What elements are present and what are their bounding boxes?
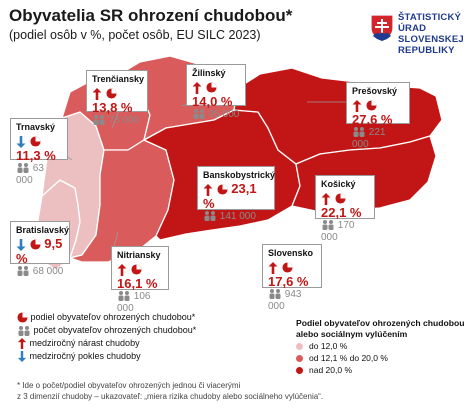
people-icon bbox=[353, 127, 365, 138]
region-count: 63 000 bbox=[16, 163, 44, 186]
region-count: 78 000 bbox=[108, 115, 140, 126]
region-box-trnava: Trnavský 11,3 % 63 000 bbox=[10, 118, 68, 186]
region-name: Košický bbox=[321, 179, 356, 189]
pie-icon bbox=[366, 100, 377, 111]
region-count: 141 000 bbox=[219, 211, 256, 222]
region-box-trencin: Trenčiansky 13,8 % 78 000 bbox=[86, 70, 148, 126]
region-pct: 14,0 % bbox=[192, 94, 233, 109]
region-count: 68 000 bbox=[32, 266, 64, 277]
region-name: Prešovský bbox=[352, 86, 398, 96]
legend-item: medziročný nárast chudoby bbox=[17, 337, 196, 350]
pie-icon bbox=[335, 193, 346, 204]
footnote: * Ide o počet/podiel obyvateľov ohrozený… bbox=[17, 380, 323, 402]
legend-item: medziročný pokles chudoby bbox=[17, 350, 196, 363]
region-box-bbystrica: Banskobystrický 23,1 % 141 000 bbox=[197, 166, 276, 222]
logo-line-4: REPUBLIKY bbox=[398, 45, 455, 56]
pie-icon bbox=[17, 312, 28, 323]
pie-icon bbox=[30, 239, 41, 250]
people-icon bbox=[322, 220, 334, 231]
legend-item: nad 20,0 % bbox=[296, 364, 468, 376]
pie-icon bbox=[30, 136, 41, 147]
arrow-down-icon bbox=[16, 238, 26, 251]
swatch-low bbox=[296, 343, 303, 351]
coat-of-arms-icon bbox=[370, 14, 394, 42]
region-name: Bratislavský bbox=[16, 225, 70, 235]
pie-icon bbox=[106, 88, 117, 99]
footnote-line-1: * Ide o počet/podiel obyvateľov ohrozený… bbox=[17, 381, 241, 390]
legend-label: medziročný pokles chudoby bbox=[29, 351, 141, 362]
region-name: Nitriansky bbox=[117, 250, 161, 260]
swatch-high bbox=[296, 367, 303, 375]
region-pct: 22,1 % bbox=[321, 205, 362, 220]
pie-icon bbox=[131, 264, 142, 275]
page-subtitle: (podiel osôb v %, počet osôb, EU SILC 20… bbox=[9, 28, 261, 42]
region-pct: 13,8 % bbox=[92, 100, 133, 115]
logo-line-2: ÚRAD bbox=[398, 23, 427, 34]
choropleth-legend: Podiel obyvateľov ohrozených chudobou al… bbox=[296, 318, 468, 376]
arrow-up-icon bbox=[321, 192, 331, 205]
region-pct: 17,6 % bbox=[268, 274, 309, 289]
region-pct: 23,1 % bbox=[203, 181, 257, 211]
people-icon bbox=[193, 109, 205, 120]
legend-item: podiel obyvateľov ohrozených chudobou* bbox=[17, 311, 196, 324]
region-box-presov: Prešovský 27,6 % 221 000 bbox=[346, 82, 410, 150]
region-count: 943 000 bbox=[268, 289, 302, 312]
region-count: 95 000 bbox=[208, 109, 240, 120]
region-count: 221 000 bbox=[352, 127, 386, 150]
region-name: Trenčiansky bbox=[92, 74, 145, 84]
legend-item: od 12,1 % do 20,0 % bbox=[296, 352, 468, 364]
footnote-line-2: z 3 dimenzií chudoby – ukazovateľ: „mier… bbox=[17, 392, 324, 401]
region-count: 106 000 bbox=[117, 291, 151, 314]
region-name: Trnavský bbox=[16, 122, 56, 132]
region-pct: 9,5 % bbox=[16, 236, 63, 266]
arrow-up-icon bbox=[117, 263, 127, 276]
region-name: Banskobystrický bbox=[203, 170, 276, 180]
people-icon bbox=[18, 325, 30, 336]
region-box-bratislava: Bratislavský 9,5 % 68 000 bbox=[10, 221, 70, 277]
people-icon bbox=[204, 211, 216, 222]
region-box-zilina: Žilinský 14,0 % 95 000 bbox=[186, 64, 246, 120]
people-icon bbox=[17, 266, 29, 277]
susr-logo: ŠTATISTICKÝ ÚRAD SLOVENSKEJ REPUBLIKY bbox=[370, 12, 470, 62]
region-box-kosice: Košický 22,1 % 170 000 bbox=[315, 175, 375, 243]
legend-label: od 12,1 % do 20,0 % bbox=[309, 353, 388, 363]
swatch-mid bbox=[296, 355, 303, 363]
arrow-up-icon bbox=[203, 183, 213, 196]
people-icon bbox=[118, 291, 130, 302]
logo-line-1: ŠTATISTICKÝ bbox=[398, 12, 462, 23]
region-count: 170 000 bbox=[321, 220, 355, 243]
people-icon bbox=[269, 289, 281, 300]
arrow-down-icon bbox=[17, 351, 27, 363]
symbol-legend: podiel obyvateľov ohrozených chudobou* p… bbox=[17, 311, 196, 363]
region-box-nitra: Nitriansky 16,1 % 106 000 bbox=[111, 246, 169, 314]
page-title: Obyvatelia SR ohrození chudobou* bbox=[9, 6, 293, 25]
arrow-up-icon bbox=[192, 81, 202, 94]
legend-label: nad 20,0 % bbox=[309, 365, 353, 375]
people-icon bbox=[93, 115, 105, 126]
arrow-up-icon bbox=[268, 261, 278, 274]
legend-label: do 12,0 % bbox=[309, 341, 348, 351]
region-pct: 27,6 % bbox=[352, 112, 393, 127]
arrow-up-icon bbox=[17, 338, 27, 350]
region-name: Slovensko bbox=[268, 248, 314, 258]
region-name: Žilinský bbox=[192, 68, 226, 78]
arrow-up-icon bbox=[352, 99, 362, 112]
choropleth-legend-title: Podiel obyvateľov ohrozených chudobou al… bbox=[296, 318, 465, 339]
legend-label: medziročný nárast chudoby bbox=[29, 338, 140, 349]
legend-item: do 12,0 % bbox=[296, 340, 468, 352]
legend-item: počet obyvateľov ohrozených chudobou* bbox=[17, 324, 196, 337]
legend-label: podiel obyvateľov ohrozených chudobou* bbox=[30, 312, 196, 323]
region-pct: 11,3 % bbox=[16, 148, 56, 163]
logo-line-3: SLOVENSKEJ bbox=[398, 34, 464, 45]
people-icon bbox=[17, 163, 29, 174]
region-box-slovensko: Slovensko 17,6 % 943 000 bbox=[262, 244, 322, 312]
region-pct: 16,1 % bbox=[117, 276, 158, 291]
pie-icon bbox=[282, 262, 293, 273]
pie-icon bbox=[206, 82, 217, 93]
arrow-up-icon bbox=[92, 87, 102, 100]
legend-label: počet obyvateľov ohrozených chudobou* bbox=[33, 325, 197, 336]
pie-icon bbox=[217, 184, 228, 195]
arrow-down-icon bbox=[16, 135, 26, 148]
